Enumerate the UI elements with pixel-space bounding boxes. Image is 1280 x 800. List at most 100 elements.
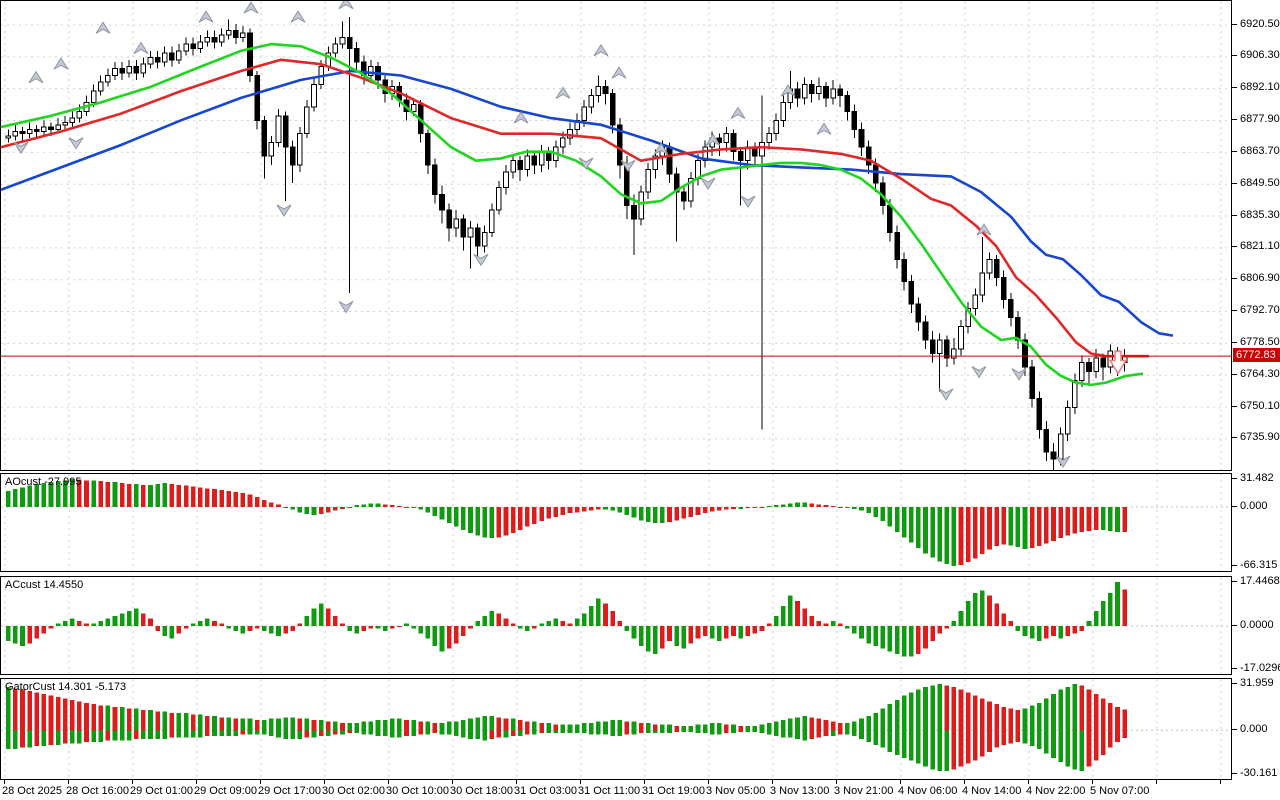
- histogram-bar: [276, 504, 281, 508]
- histogram-bar: [475, 730, 480, 739]
- histogram-bar: [1108, 730, 1113, 748]
- histogram-bar: [233, 626, 239, 632]
- histogram-bar: [525, 507, 530, 527]
- gator-indicator-pane[interactable]: GatorCust 14.301 -5.173: [0, 678, 1232, 780]
- histogram-bar: [34, 483, 40, 508]
- fractal-down-icon: [276, 204, 292, 217]
- histogram-bar: [27, 626, 32, 644]
- axis-tick-mark: [1232, 683, 1237, 684]
- histogram-bar: [759, 507, 765, 509]
- histogram-bar: [759, 724, 765, 731]
- histogram-bar: [6, 490, 11, 508]
- time-tick-label: 28 Oct 16:00: [66, 785, 129, 797]
- histogram-bar: [1079, 507, 1085, 532]
- fractal-up-icon: [780, 84, 796, 97]
- histogram-bar: [852, 626, 857, 634]
- histogram-bar: [98, 730, 104, 742]
- histogram-bar: [212, 730, 217, 737]
- histogram-bar: [844, 730, 850, 735]
- histogram-bar: [923, 626, 928, 649]
- histogram-bar: [1008, 507, 1014, 546]
- histogram-bar: [702, 724, 708, 731]
- price-axis[interactable]: 6920.50 6906.30 6892.10 6877.90 6863.70 6849.…: [1232, 0, 1280, 780]
- histogram-bar: [702, 507, 708, 514]
- time-tick-mark: [708, 780, 709, 784]
- histogram-bar: [105, 618, 111, 627]
- histogram-bar: [461, 730, 466, 738]
- time-tick-mark: [132, 780, 133, 784]
- candles-layer: [5, 17, 1128, 470]
- fractal-up-icon: [611, 66, 627, 79]
- histogram-bar: [404, 623, 409, 627]
- histogram-bar: [290, 730, 295, 739]
- time-tick-label: 30 Oct 02:00: [322, 785, 385, 797]
- histogram-bar: [958, 610, 964, 627]
- time-tick-mark: [1028, 780, 1029, 784]
- candlestick-chart-canvas[interactable]: [1, 1, 1231, 470]
- histogram-bar: [169, 730, 175, 738]
- gator-histogram-canvas[interactable]: [1, 679, 1231, 779]
- ac-indicator-pane[interactable]: ACcust 14.4550: [0, 576, 1232, 675]
- histogram-bar: [631, 626, 637, 639]
- axis-tick-label: 6750.10: [1240, 400, 1280, 412]
- histogram-bar: [453, 507, 459, 527]
- histogram-bar: [418, 507, 423, 510]
- histogram-bar: [532, 507, 537, 524]
- histogram-bar: [1044, 698, 1049, 731]
- histogram-bar: [112, 615, 118, 627]
- ao-histogram-canvas[interactable]: [1, 474, 1231, 571]
- histogram-bar: [404, 730, 409, 737]
- histogram-bar: [247, 730, 253, 735]
- histogram-bar: [432, 723, 438, 731]
- histogram-bar: [653, 507, 658, 524]
- histogram-bar: [589, 507, 594, 511]
- current-price-tag: 6772.83: [1233, 348, 1280, 362]
- bull-candle: [816, 86, 822, 94]
- histogram-bar: [162, 711, 168, 731]
- bull-candle: [510, 160, 516, 173]
- bear-candle: [894, 231, 900, 260]
- histogram-bar: [1058, 689, 1063, 731]
- histogram-bar: [468, 730, 473, 739]
- histogram-bar: [240, 492, 246, 508]
- histogram-bar: [197, 730, 203, 738]
- axis-tick-label: 6806.90: [1240, 272, 1280, 284]
- histogram-bar: [375, 503, 381, 508]
- histogram-bar: [574, 507, 580, 513]
- bear-candle: [602, 86, 609, 94]
- histogram-bar: [859, 718, 864, 731]
- histogram-bar: [219, 490, 224, 508]
- axis-tick-mark: [1232, 24, 1237, 25]
- histogram-bar: [482, 715, 487, 731]
- histogram-bar: [631, 507, 637, 518]
- bear-candle: [353, 48, 360, 63]
- axis-tick-label: 31.482: [1240, 472, 1274, 484]
- main-chart-pane[interactable]: [0, 0, 1232, 471]
- histogram-bar: [873, 712, 879, 731]
- ao-indicator-pane[interactable]: AOcust -27.995: [0, 473, 1232, 572]
- histogram-bar: [759, 626, 765, 632]
- histogram-bar: [1001, 507, 1006, 545]
- histogram-bar: [1115, 707, 1120, 731]
- histogram-bar: [439, 507, 445, 520]
- histogram-bar: [190, 730, 196, 738]
- time-axis[interactable]: 28 Oct 2025 28 Oct 16:00 29 Oct 01:00 29 Oc…: [0, 780, 1280, 800]
- axis-tick-label: 6920.50: [1240, 18, 1280, 30]
- histogram-bar: [205, 730, 210, 737]
- ac-histogram-canvas[interactable]: [1, 577, 1231, 674]
- fractal-down-icon: [13, 141, 29, 155]
- histogram-bar: [567, 724, 573, 731]
- histogram-bar: [105, 482, 111, 508]
- histogram-bar: [361, 730, 367, 735]
- axis-tick-label: 6877.90: [1240, 113, 1280, 125]
- histogram-bar: [77, 701, 82, 731]
- bull-candle: [204, 36, 211, 43]
- histogram-bar: [916, 689, 921, 731]
- bear-candle: [247, 32, 253, 76]
- histogram-bar: [55, 481, 61, 508]
- histogram-bar: [489, 715, 495, 731]
- histogram-bar: [269, 718, 274, 731]
- ao-indicator-label: AOcust -27.995: [5, 476, 82, 488]
- histogram-bar: [681, 725, 687, 731]
- histogram-bar: [809, 503, 815, 508]
